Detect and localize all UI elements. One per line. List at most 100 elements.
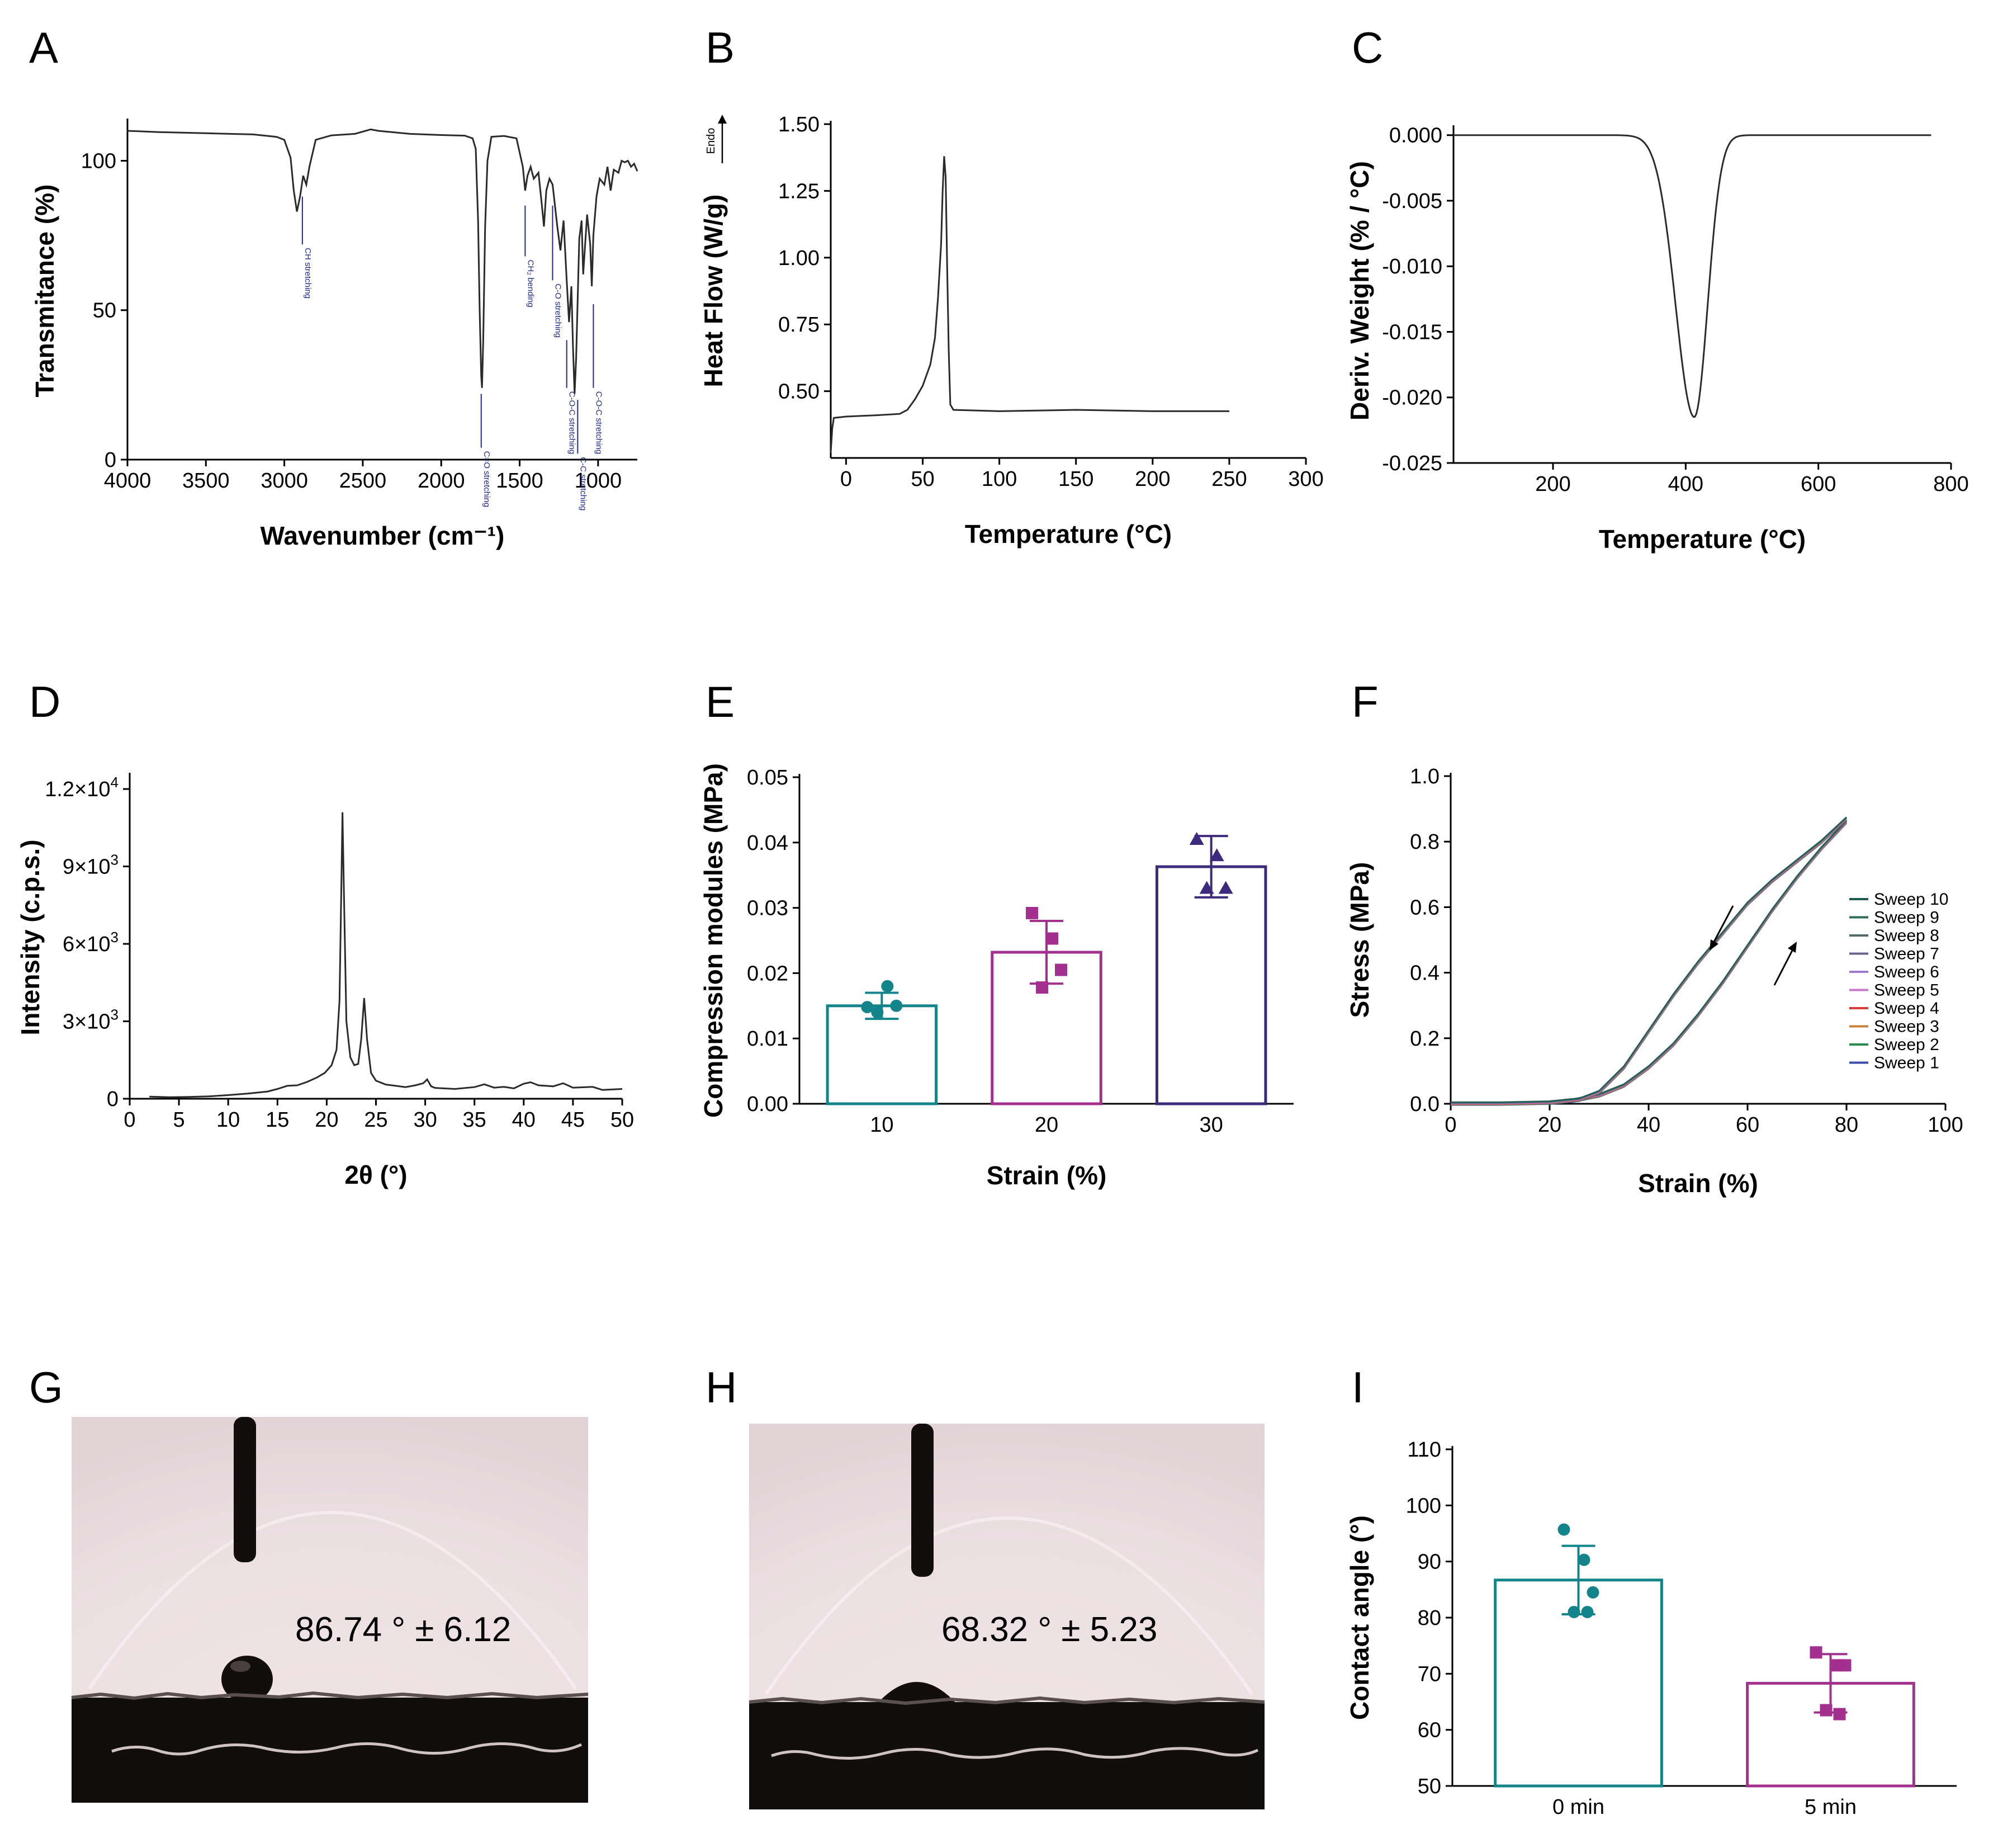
xrd-series-line (149, 812, 623, 1098)
x-tick-label: 4000 (104, 469, 151, 493)
x-tick-label: 45 (561, 1108, 585, 1132)
sweep-6-loading-line (1451, 821, 1847, 1104)
y-tick-label: -0.010 (1382, 255, 1442, 278)
x-tick-label: 100 (982, 467, 1017, 491)
annotation-label: C-O stretching (553, 283, 562, 338)
unloading-arrow-head (1710, 939, 1718, 951)
loading-arrow-head (1788, 942, 1797, 953)
y-tick-label: 70 (1418, 1662, 1441, 1686)
panel-label-d: D (29, 677, 60, 726)
annotation-label: C=O stretching (482, 451, 491, 507)
y-tick-label: 0 (105, 448, 116, 472)
x-axis-title: Strain (%) (1638, 1169, 1758, 1198)
y-tick-label: -0.015 (1382, 320, 1442, 344)
x-tick-label: 0 (124, 1108, 135, 1132)
data-point (1820, 1704, 1833, 1717)
panel-label-c: C (1352, 23, 1383, 72)
y-tick-label: 0.4 (1410, 962, 1440, 985)
sweep-10-unloading-line (1549, 816, 1847, 1102)
data-point (1578, 1553, 1590, 1566)
x-tick-label: 80 (1835, 1113, 1858, 1137)
sweep-8-unloading-line (1549, 817, 1847, 1103)
panel-label-f: F (1352, 677, 1379, 726)
photo-g-contact-angle: 86.74 ° ± 6.12 (71, 1417, 589, 1803)
y-tick-base: 3×10 (63, 1010, 111, 1034)
x-axis-title: 2θ (°) (344, 1160, 407, 1189)
panel-label-a: A (29, 23, 58, 72)
x-tick-label: 200 (1535, 472, 1570, 496)
y-tick-label: 6×103 (63, 929, 119, 956)
photo-g-caption: 86.74 ° ± 6.12 (295, 1610, 511, 1649)
chart-contact-angle: 50 60 70 80 90 100 110 0 min 5 min Contact angle … (1345, 1438, 1957, 1819)
photo-g-needle (234, 1417, 256, 1562)
x-tick-label: 40 (512, 1108, 536, 1132)
x-tick-label: 60 (1736, 1113, 1759, 1137)
x-tick-label: 3000 (261, 469, 308, 493)
y-tick-label: 0.00 (747, 1093, 788, 1116)
dsc-series-line (830, 156, 1229, 453)
y-tick-label: 0.03 (747, 897, 788, 920)
y-tick-base: 6×10 (63, 933, 111, 956)
data-point (1189, 831, 1204, 845)
y-tick-label: 60 (1418, 1719, 1441, 1742)
data-point (1046, 932, 1058, 945)
data-point (1833, 1708, 1846, 1721)
annotation-label: C-O-C stretching (567, 391, 577, 455)
y-tick-label: 80 (1418, 1606, 1441, 1630)
x-tick-label: 3500 (182, 469, 230, 493)
y-axis-title: Transmitance (%) (30, 185, 59, 398)
photo-h-halo (764, 1516, 1254, 1695)
y-tick-label: 1.50 (778, 113, 820, 136)
x-tick-label: 50 (911, 467, 934, 491)
y-tick-label: 0.50 (778, 380, 820, 404)
y-tick-label: 1.00 (778, 247, 820, 270)
x-tick-label: 15 (266, 1108, 289, 1132)
data-point (1810, 1646, 1822, 1659)
endo-arrow-head (718, 115, 727, 124)
data-point (1581, 1605, 1594, 1618)
y-tick-label: 0.000 (1389, 124, 1442, 148)
y-tick-label: 0.6 (1410, 896, 1440, 919)
y-tick-label: 0.2 (1410, 1027, 1440, 1051)
y-tick-label: 100 (81, 149, 116, 173)
data-point (1587, 1586, 1599, 1599)
sweep-5-loading-line (1451, 821, 1847, 1105)
x-tick-label: 1500 (496, 469, 543, 493)
data-point (1839, 1659, 1852, 1672)
x-tick-label: 50 (610, 1108, 634, 1132)
y-tick-label: 0.04 (747, 831, 788, 855)
y-tick-exponent: 3 (111, 852, 119, 868)
bar-1 (826, 1004, 938, 1105)
y-tick-label: 1.2×104 (45, 774, 119, 801)
sweep-2-loading-line (1451, 822, 1847, 1106)
y-tick-label: 0.8 (1410, 830, 1440, 854)
annotation-label: CH stretching (303, 248, 313, 299)
y-tick-label: 1.0 (1410, 765, 1440, 788)
y-axis-title: Intensity (c.p.s.) (16, 839, 45, 1035)
data-point (1199, 881, 1214, 894)
y-axis-title: Contact angle (°) (1345, 1515, 1374, 1720)
x-tick-label: 10 (870, 1113, 893, 1137)
x-axis-title: Temperature (°C) (1599, 524, 1806, 554)
photo-g-reflection (111, 1742, 583, 1756)
y-tick-label: 0.05 (747, 766, 788, 790)
panel-label-b: B (706, 23, 735, 72)
x-tick-label: 0 (1445, 1113, 1456, 1137)
x-tick-label: 400 (1668, 472, 1703, 496)
y-tick-label: 1.25 (778, 179, 820, 203)
x-tick-label: 600 (1801, 472, 1836, 496)
annotation-label: C-O-C stretching (594, 391, 603, 455)
y-axis-title: Deriv. Weight (% / °C) (1345, 161, 1374, 420)
y-tick-exponent: 3 (111, 1006, 119, 1023)
legend-label: Sweep 6 (1874, 963, 1939, 981)
data-point (1036, 981, 1048, 994)
y-tick-label: 0.75 (778, 313, 820, 337)
y-axis-title: Stress (MPa) (1345, 862, 1374, 1018)
x-tick-label: 20 (1538, 1113, 1561, 1137)
y-tick-base: 9×10 (63, 856, 111, 879)
data-point (1209, 848, 1224, 862)
x-axis-title: Wavenumber (cm⁻¹) (261, 521, 505, 550)
photo-h-caption: 68.32 ° ± 5.23 (941, 1610, 1157, 1649)
